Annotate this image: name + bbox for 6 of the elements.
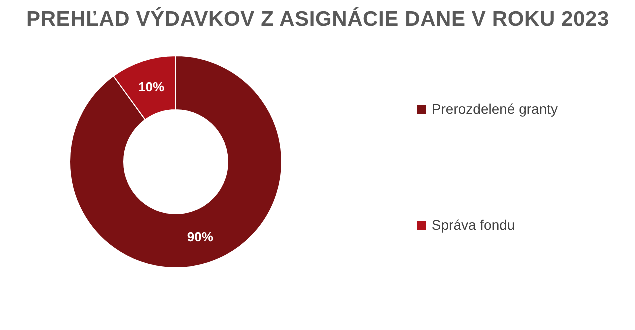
donut-slice — [70, 56, 282, 268]
data-label: 90% — [187, 230, 214, 245]
chart-title: PREHĽAD VÝDAVKOV Z ASIGNÁCIE DANE V ROKU 2023 — [26, 8, 610, 32]
legend-label: Prerozdelené granty — [432, 101, 558, 117]
data-label: 10% — [138, 79, 166, 94]
legend-label: Správa fondu — [432, 217, 516, 233]
